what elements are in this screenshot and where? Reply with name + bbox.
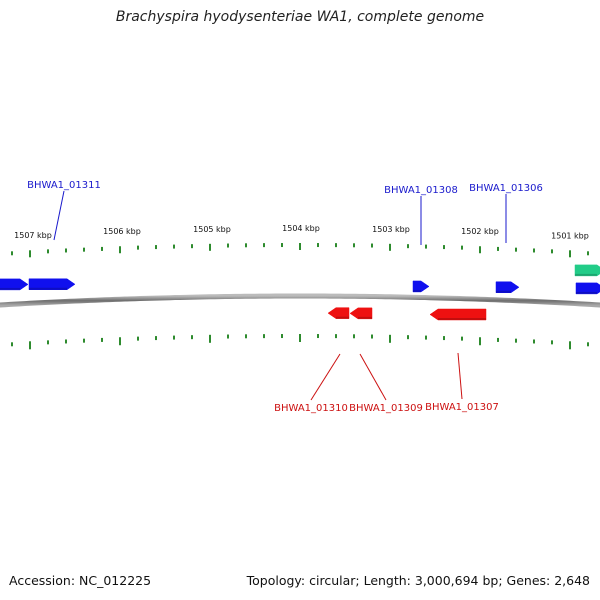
scale-label: 1501 kbp	[551, 231, 589, 240]
backbone-line	[0, 293, 600, 308]
scale-ticks-outer	[11, 243, 589, 258]
scale-label: 1504 kbp	[282, 224, 320, 233]
gene-arrow-other	[574, 264, 600, 277]
scale-label: 1505 kbp	[193, 225, 231, 234]
leader-line	[359, 353, 387, 401]
gene-label-reverse: BHWA1_01307	[425, 402, 499, 413]
scale-labels: 1507 kbp 1506 kbp 1505 kbp 1504 kbp 1503 kbp…	[14, 224, 589, 240]
leader-line	[53, 190, 65, 241]
genome-title: Brachyspira hyodysenteriae WA1, complete…	[115, 9, 485, 25]
gene-label-reverse: BHWA1_01309	[349, 403, 423, 414]
gene-arrow-forward-shade	[413, 289, 421, 292]
scale-label: 1506 kbp	[103, 227, 141, 236]
leader-line	[310, 353, 341, 401]
gene-arrow-forward	[495, 281, 520, 293]
genome-summary-text: Topology: circular; Length: 3,000,694 bp…	[246, 573, 590, 588]
accession-text: Accession: NC_012225	[9, 573, 152, 588]
gene-arrow-forward	[412, 280, 430, 293]
scale-label: 1507 kbp	[14, 231, 52, 240]
gene-arrow-forward-shade	[576, 291, 597, 294]
gene-arrow-reverse	[327, 307, 350, 319]
gene-arrow-forward	[575, 282, 600, 295]
gene-features	[0, 264, 600, 321]
gene-arrow-forward-shade	[29, 287, 67, 290]
gene-arrow-other-shade	[575, 273, 597, 276]
scale-label: 1503 kbp	[372, 225, 410, 234]
gene-arrow-forward	[28, 278, 76, 290]
gene-label-forward: BHWA1_01308	[384, 185, 458, 196]
scale-label: 1502 kbp	[461, 227, 499, 236]
gene-arrow-forward-shade	[496, 290, 511, 293]
gene-label-forward: BHWA1_01306	[469, 183, 543, 194]
gene-arrow-forward-shade	[0, 287, 20, 290]
gene-label-forward: BHWA1_01311	[27, 180, 101, 191]
gene-arrow-reverse-shade	[438, 317, 486, 320]
gene-label-reverse: BHWA1_01310	[274, 403, 348, 414]
gene-arrow-reverse	[429, 308, 487, 321]
gene-arrow-reverse-shade	[336, 316, 349, 319]
gene-labels: BHWA1_01311 BHWA1_01308 BHWA1_01306 BHWA1_0…	[27, 180, 543, 414]
scale-ticks-inner	[11, 334, 589, 350]
gene-arrow-reverse	[349, 307, 373, 320]
genome-backbone	[0, 293, 600, 308]
gene-arrow-reverse-shade	[358, 316, 372, 319]
leader-line	[457, 352, 463, 400]
gene-arrow-forward	[0, 278, 29, 291]
